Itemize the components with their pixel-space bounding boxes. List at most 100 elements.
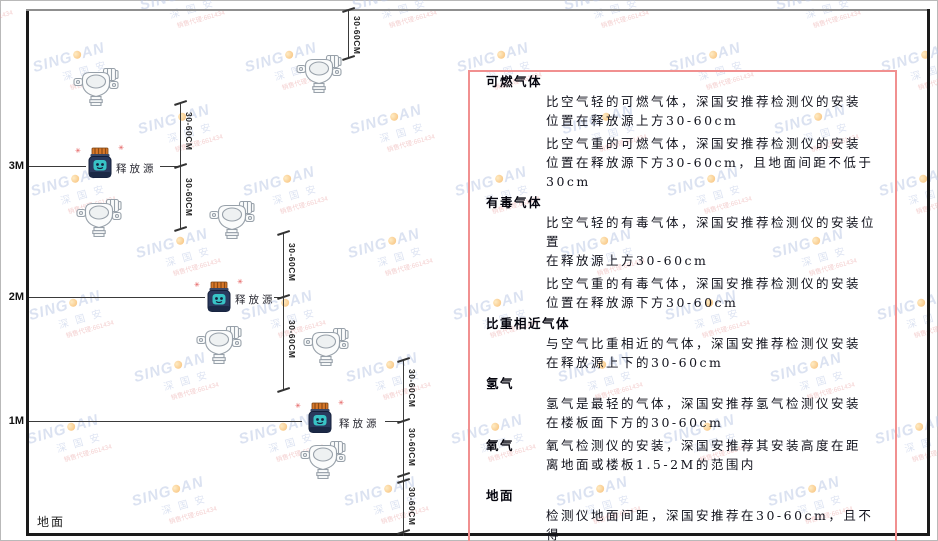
gas-detector xyxy=(196,324,242,365)
panel-text-line: 30cm xyxy=(546,174,591,189)
section-similar-density-gas: 比重相近气体 与空气比重相近的气体，深国安推荐检测仪安装 在释放源上下的30-6… xyxy=(486,316,881,372)
gas-detector-icon xyxy=(76,198,122,238)
panel-text-line: 位置在释放源下方30-60cm，且地面间距不低于 xyxy=(546,155,874,170)
panel-text-line: 离地面或楼板1.5-2M的范围内 xyxy=(546,457,756,472)
brand-dot-icon xyxy=(915,297,926,308)
height-line-3m-stub xyxy=(160,166,180,167)
brand-dot-icon xyxy=(277,421,288,432)
paragraph: 比空气轻的可燃气体，深国安推荐检测仪的安装 位置在释放源上方30-60cm xyxy=(546,92,881,130)
gas-detector-icon xyxy=(196,325,242,365)
brand-dot-icon xyxy=(384,359,395,370)
section-heading: 可燃气体 xyxy=(486,74,543,89)
brand-dot-icon xyxy=(386,235,397,246)
left-wall-line xyxy=(26,9,29,536)
brand-dot-icon xyxy=(69,173,80,184)
brand-dot-icon xyxy=(172,359,183,370)
ground-label: 地面 xyxy=(37,515,66,529)
brand-dot-icon xyxy=(281,173,292,184)
paragraph: 比空气重的有毒气体，深国安推荐检测仪的安装 位置在释放源下方30-60cm xyxy=(546,274,881,312)
section-hydrogen: 氢气 氢气是最轻的气体，深国安推荐氢气检测仪安装 在楼板面下方的30-60cm xyxy=(486,376,881,432)
gas-detector xyxy=(300,439,346,480)
brand-dot-icon xyxy=(174,235,185,246)
gas-detector-icon xyxy=(303,327,349,367)
dimension-line-1m xyxy=(403,360,404,536)
brand-dot-icon xyxy=(283,49,294,60)
paragraph: 比空气轻的有毒气体，深国安推荐检测仪的安装位置 在释放源上方30-60cm xyxy=(546,213,881,270)
gas-detector-icon xyxy=(300,440,346,480)
release-source-icon xyxy=(207,281,231,312)
panel-text-line: 位置在释放源下方30-60cm xyxy=(546,295,739,310)
panel-text-line: 比空气轻的有毒气体，深国安推荐检测仪的安装位置 xyxy=(546,215,877,249)
right-wall-line xyxy=(927,9,930,536)
paragraph: 氧气检测仪的安装，深国安推荐其安装高度在距 离地面或楼板1.5-2M的范围内 xyxy=(546,436,881,474)
dimension-label: 30-60CM xyxy=(287,243,297,282)
height-label-1m: 1M xyxy=(8,415,24,427)
dimension-label: 30-60CM xyxy=(407,428,417,467)
panel-text-line: 比空气重的可燃气体，深国安推荐检测仪的安装 xyxy=(546,136,862,151)
gas-detector xyxy=(73,66,119,107)
panel-text-line: 在楼板面下方的30-60cm xyxy=(546,415,724,430)
dimension-label: 30-60CM xyxy=(184,112,194,151)
gas-detector xyxy=(303,326,349,367)
sparkle-icon: ✳ xyxy=(75,148,81,155)
paragraph: 比空气重的可燃气体，深国安推荐检测仪的安装 位置在释放源下方30-60cm，且地… xyxy=(546,134,881,191)
gas-detector-icon xyxy=(296,54,342,94)
gas-detector xyxy=(296,53,342,94)
brand-dot-icon xyxy=(707,49,718,60)
panel-text-line: 与空气比重相近的气体，深国安推荐检测仪安装 xyxy=(546,336,862,351)
brand-dot-icon xyxy=(495,49,506,60)
brand-dot-icon xyxy=(913,421,924,432)
brand-dot-icon xyxy=(67,297,78,308)
section-oxygen: 氧气 氧气检测仪的安装，深国安推荐其安装高度在距 离地面或楼板1.5-2M的范围… xyxy=(486,436,881,474)
dimension-label: 30-60CM xyxy=(352,16,362,55)
section-heading: 地面 xyxy=(486,488,515,503)
panel-text-line: 检测仪地面间距，深国安推荐在30-60cm，且不得 xyxy=(546,508,874,541)
height-line-3m xyxy=(29,166,86,167)
paragraph: 检测仪地面间距，深国安推荐在30-60cm，且不得 小于30cm，因为过低容易水… xyxy=(546,506,881,541)
panel-text-line: 在释放源上下的30-60cm xyxy=(546,355,724,370)
info-panel: 可燃气体 比空气轻的可燃气体，深国安推荐检测仪的安装 位置在释放源上方30-60… xyxy=(468,70,897,541)
dimension-label: 30-60CM xyxy=(287,320,297,359)
paragraph: 与空气比重相近的气体，深国安推荐检测仪安装 在释放源上下的30-60cm xyxy=(546,334,881,372)
release-source-3m: ✳ ✳ xyxy=(75,145,124,179)
panel-text-line: 比空气轻的可燃气体，深国安推荐检测仪的安装 xyxy=(546,94,862,109)
release-source-1m: ✳ ✳ xyxy=(295,400,344,434)
brand-dot-icon xyxy=(279,297,290,308)
section-heading: 氢气 xyxy=(486,376,515,391)
dimension-line-ceiling xyxy=(348,10,349,58)
panel-text-line: 氧气检测仪的安装，深国安推荐其安装高度在距 xyxy=(546,438,862,453)
release-source-icon xyxy=(308,402,332,433)
dimension-label: 30-60CM xyxy=(407,487,417,526)
section-heading: 有毒气体 xyxy=(486,195,543,210)
release-source-label: 释放源 xyxy=(235,294,276,306)
height-line-1m-stub xyxy=(385,421,403,422)
brand-dot-icon xyxy=(170,483,181,494)
panel-text-line: 比空气重的有毒气体，深国安推荐检测仪的安装 xyxy=(546,276,862,291)
paragraph: 氢气是最轻的气体，深国安推荐氢气检测仪安装 在楼板面下方的30-60cm xyxy=(546,394,881,432)
dimension-label: 30-60CM xyxy=(184,178,194,217)
height-line-2m xyxy=(29,297,205,298)
ceiling-line xyxy=(26,9,929,11)
height-label-3m: 3M xyxy=(8,160,24,172)
brand-dot-icon xyxy=(388,111,399,122)
release-source-label: 释放源 xyxy=(339,418,380,430)
sparkle-icon: ✳ xyxy=(237,279,243,286)
section-combustible-gas: 可燃气体 比空气轻的可燃气体，深国安推荐检测仪的安装 位置在释放源上方30-60… xyxy=(486,74,881,191)
sparkle-icon: ✳ xyxy=(338,400,344,407)
sparkle-icon: ✳ xyxy=(118,145,124,152)
gas-detector-icon xyxy=(209,200,255,240)
dimension-label: 30-60CM xyxy=(407,369,417,408)
section-heading: 氧气 xyxy=(486,438,515,453)
panel-text-line: 在释放源上方30-60cm xyxy=(546,253,709,268)
brand-dot-icon xyxy=(65,421,76,432)
section-toxic-gas: 有毒气体 比空气轻的有毒气体，深国安推荐检测仪的安装位置 在释放源上方30-60… xyxy=(486,195,881,312)
